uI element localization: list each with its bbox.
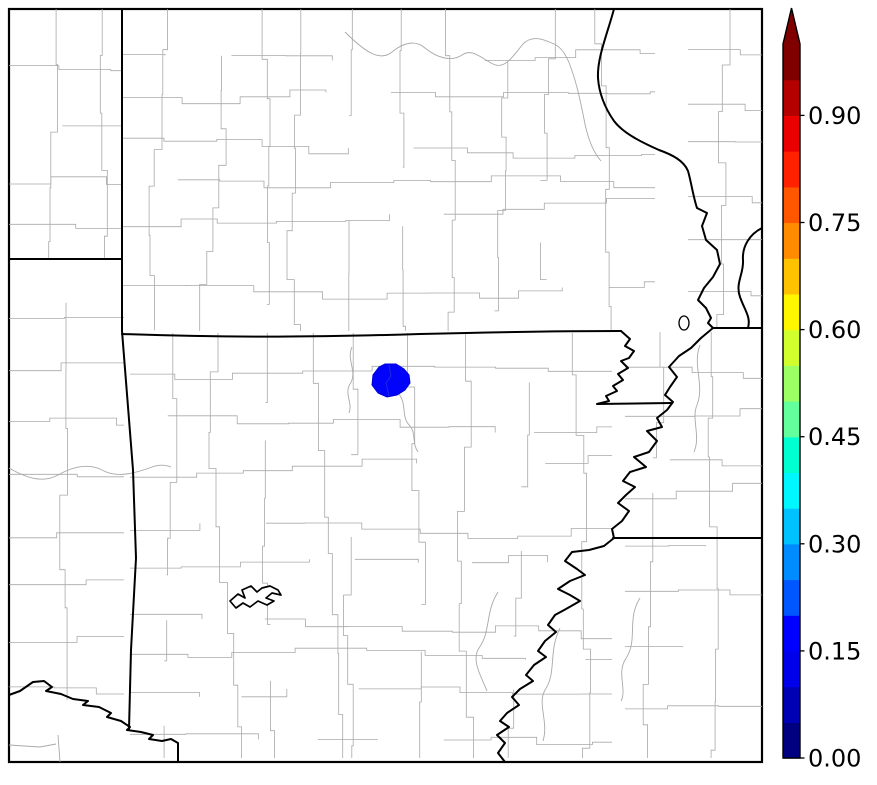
texas-county-lines	[8, 734, 61, 763]
red-river-texas-border	[8, 680, 179, 763]
colorbar-tick-label: 0.45	[808, 423, 861, 451]
colorbar-ticks	[800, 114, 805, 759]
colorbar-tick-label: 0.90	[808, 102, 861, 130]
tennessee-wiggle	[693, 344, 701, 453]
white-river-lower	[397, 392, 419, 453]
colorbar-segment	[783, 329, 800, 366]
colorbar-segment	[783, 436, 800, 473]
colorbar-segment	[783, 293, 800, 331]
probability-contour-region	[371, 363, 411, 398]
colorbar-tick-label: 0.15	[808, 637, 861, 665]
colorbar-segment	[783, 686, 800, 723]
colorbar-segment	[783, 615, 800, 652]
county-mesh-region	[688, 9, 762, 328]
delta-river-1	[475, 591, 499, 692]
county-mesh-region	[9, 9, 122, 259]
colorbar-segments	[783, 44, 800, 759]
county-mesh-region	[625, 332, 762, 758]
missouri-bootheel-border	[596, 330, 672, 405]
colorbar-segment	[783, 508, 800, 545]
delta-river-3	[620, 597, 641, 702]
colorbar-segment	[783, 115, 800, 152]
colorbar-segment	[783, 543, 800, 581]
colorbar-tick-label: 0.00	[808, 745, 861, 773]
colorbar-segment	[783, 44, 800, 81]
colorbar-segment	[783, 258, 800, 295]
colorbar-segment	[783, 151, 800, 188]
west-arkansas-river	[8, 464, 172, 480]
colorbar-tick-label: 0.75	[808, 209, 861, 237]
colorbar: 0.90 0.75 0.60 0.45 0.30 0.15 0.00	[782, 7, 861, 773]
white-river-upper	[347, 346, 354, 414]
colorbar-segment	[783, 222, 800, 259]
delta-river-2	[541, 627, 561, 742]
colorbar-extend-arrow	[783, 8, 800, 44]
oklahoma-arkansas-border	[121, 330, 137, 730]
colorbar-segment	[783, 579, 800, 616]
oxbow-lake	[678, 315, 690, 331]
missouri-arkansas-border	[121, 330, 622, 338]
missouri-river	[344, 31, 602, 162]
colorbar-segment	[783, 401, 800, 438]
colorbar-outline	[782, 7, 801, 759]
state-borders	[8, 8, 763, 763]
county-mesh-region	[122, 9, 655, 331]
colorbar-segment	[783, 650, 800, 688]
county-boundaries	[9, 9, 762, 758]
county-line-through-region	[385, 364, 392, 397]
tennessee-river	[737, 227, 763, 329]
county-map	[7, 7, 764, 764]
colorbar-segment	[783, 365, 800, 402]
colorbar-tick-label: 0.30	[808, 530, 861, 558]
mississippi-river	[496, 8, 721, 763]
colorbar-segment	[783, 472, 800, 509]
colorbar-segment	[783, 722, 800, 759]
county-mesh-region	[9, 302, 124, 700]
colorbar-tick-label: 0.60	[808, 316, 861, 344]
colorbar-segment	[783, 186, 800, 224]
lake-outline	[229, 585, 282, 609]
colorbar-segment	[783, 79, 800, 116]
colorbar-tick-labels: 0.90 0.75 0.60 0.45 0.30 0.15 0.00	[808, 102, 861, 773]
minor-rivers	[8, 31, 701, 763]
